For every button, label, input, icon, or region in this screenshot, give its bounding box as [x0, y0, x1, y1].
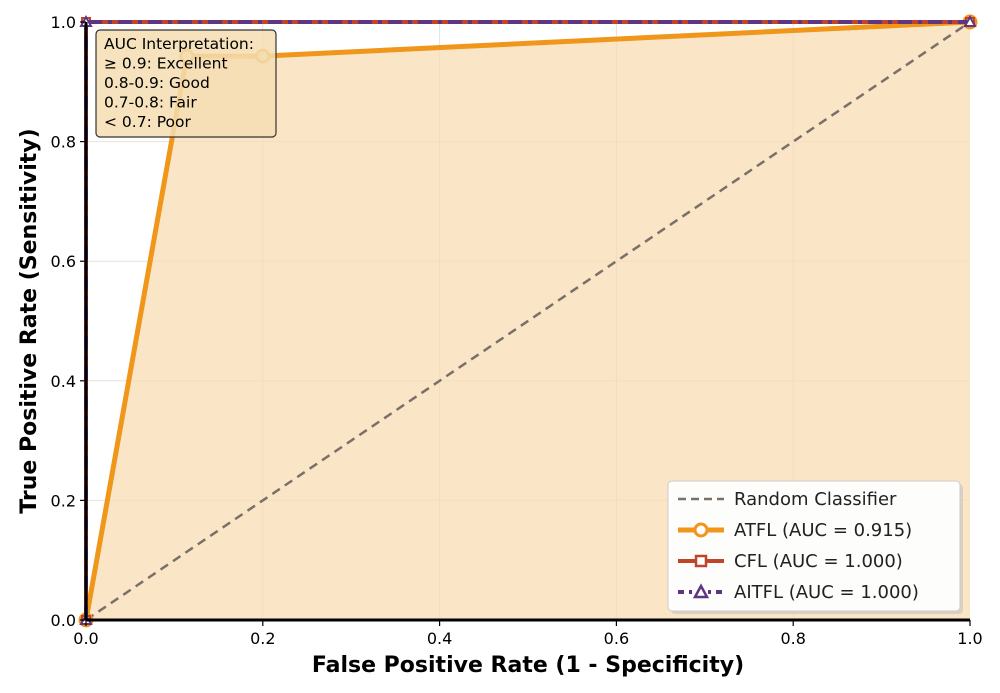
series-line-0 [85, 20, 971, 622]
interpretation-line: AUC Interpretation: [104, 35, 254, 53]
interpretation-line: 0.8-0.9: Good [104, 74, 210, 92]
auc-interpretation-box: AUC Interpretation: ≥ 0.9: Excellent0.8-0… [95, 29, 277, 138]
aitfl-point [963, 14, 977, 27]
axes [80, 21, 971, 626]
x-axis-label: False Positive Rate (1 - Specificity) [312, 653, 744, 678]
x-tick-label: 0.2 [250, 629, 275, 648]
legend-marker [694, 554, 708, 568]
x-tick-label: 0.8 [780, 629, 805, 648]
legend-box [667, 480, 961, 612]
legend-label: AITFL (AUC = 1.000) [734, 582, 919, 603]
legend-label: CFL (AUC = 1.000) [734, 551, 903, 572]
interpretation-line: 0.7-0.8: Fair [104, 94, 197, 112]
x-tick-label: 0.0 [73, 629, 98, 648]
y-tick-label: 0.8 [51, 133, 76, 152]
legend-label: ATFL (AUC = 0.915) [734, 520, 912, 541]
y-tick-label: 0.2 [51, 491, 76, 510]
legend-marker [692, 583, 710, 599]
x-tick-label: 0.6 [604, 629, 629, 648]
interpretation-line: < 0.7: Poor [104, 113, 191, 131]
tick-labels: 0.0 0.2 0.4 0.6 0.8 1.0 0.0 0.2 0.4 0.6 0.8 1.0 [51, 13, 983, 648]
x-tick-label: 0.4 [427, 629, 452, 648]
y-tick-label: 0.0 [51, 611, 76, 630]
legend-marker [693, 522, 709, 538]
y-tick-label: 0.6 [51, 252, 76, 271]
interpretation-box-bg [95, 29, 277, 138]
legend-label: Random Classifier [734, 489, 897, 510]
legend: Random Classifier ATFL (AUC = 0.915) CFL (… [667, 480, 963, 614]
interpretation-line: ≥ 0.9: Excellent [104, 55, 228, 73]
y-tick-label: 0.4 [51, 372, 76, 391]
x-tick-label: 1.0 [957, 629, 982, 648]
y-tick-label: 1.0 [51, 13, 76, 32]
y-axis-label: True Positive Rate (Sensitivity) [17, 128, 42, 513]
